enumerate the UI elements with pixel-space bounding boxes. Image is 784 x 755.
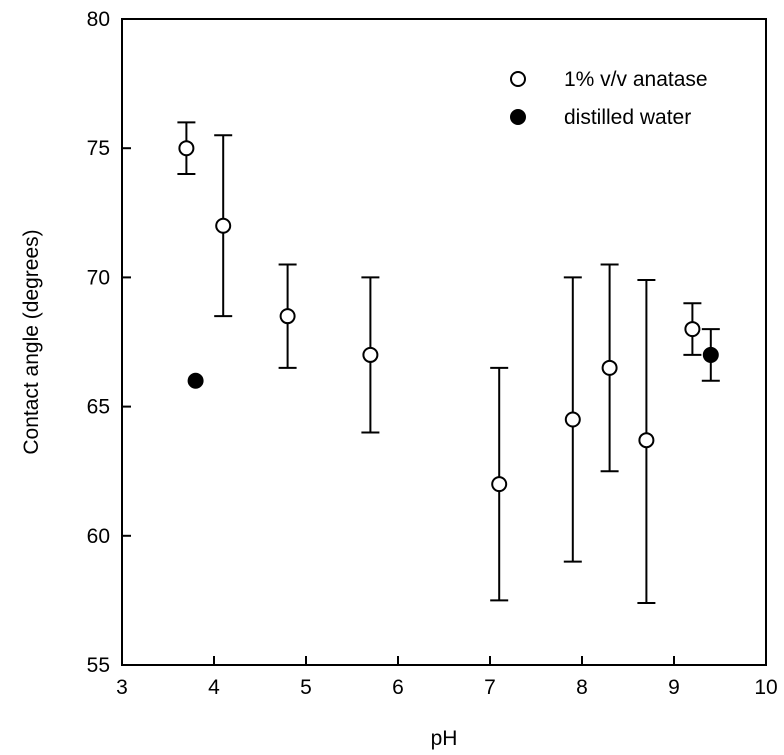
data-points xyxy=(178,140,719,493)
x-tick-label: 9 xyxy=(668,676,680,699)
legend: 1% v/v anatase distilled water xyxy=(510,68,708,129)
x-axis-title: pH xyxy=(431,727,458,750)
y-tick-label: 55 xyxy=(87,654,110,677)
data-point-anatase xyxy=(564,411,581,428)
error-bars xyxy=(177,121,720,604)
data-point-anatase xyxy=(684,321,701,338)
y-tick-label: 80 xyxy=(87,8,110,31)
x-tick-label: 4 xyxy=(208,676,220,699)
y-tick-label: 60 xyxy=(87,525,110,548)
y-tick-label: 65 xyxy=(87,396,110,419)
x-tick-label: 5 xyxy=(300,676,312,699)
x-tick-label: 8 xyxy=(576,676,588,699)
y-tick-label: 70 xyxy=(87,266,110,289)
x-tick-label: 3 xyxy=(116,676,128,699)
x-tick-label: 6 xyxy=(392,676,404,699)
data-point-anatase xyxy=(491,476,508,493)
legend-marker-anatase xyxy=(510,71,526,87)
data-point-anatase xyxy=(362,346,379,363)
data-point-distilled-water xyxy=(702,346,719,363)
axes xyxy=(121,18,767,666)
legend-marker-distilled-water xyxy=(510,109,526,125)
data-point-anatase xyxy=(215,217,232,234)
plot-frame xyxy=(121,18,767,666)
ticks: 3 4 5 6 7 8 9 10 55 60 65 70 75 80 xyxy=(87,8,778,699)
data-point-anatase xyxy=(601,359,618,376)
y-axis-title: Contact angle (degrees) xyxy=(20,229,43,454)
data-point-anatase xyxy=(279,308,296,325)
data-point-anatase xyxy=(178,140,195,157)
data-point-distilled-water xyxy=(187,372,204,389)
legend-label-anatase: 1% v/v anatase xyxy=(564,68,708,91)
y-tick-label: 75 xyxy=(87,137,110,160)
legend-label-distilled-water: distilled water xyxy=(564,106,691,129)
data-point-anatase xyxy=(638,432,655,449)
x-tick-label: 10 xyxy=(754,676,777,699)
x-tick-label: 7 xyxy=(484,676,496,699)
